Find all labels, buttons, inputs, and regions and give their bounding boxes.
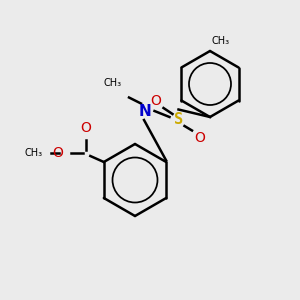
Text: O: O — [151, 94, 161, 107]
Text: O: O — [194, 131, 205, 145]
Text: CH₃: CH₃ — [103, 79, 122, 88]
Text: O: O — [52, 146, 63, 160]
Text: N: N — [139, 103, 152, 118]
Text: CH₃: CH₃ — [212, 37, 230, 46]
Text: CH₃: CH₃ — [24, 148, 42, 158]
Text: O: O — [80, 121, 91, 135]
Text: S: S — [174, 112, 183, 128]
